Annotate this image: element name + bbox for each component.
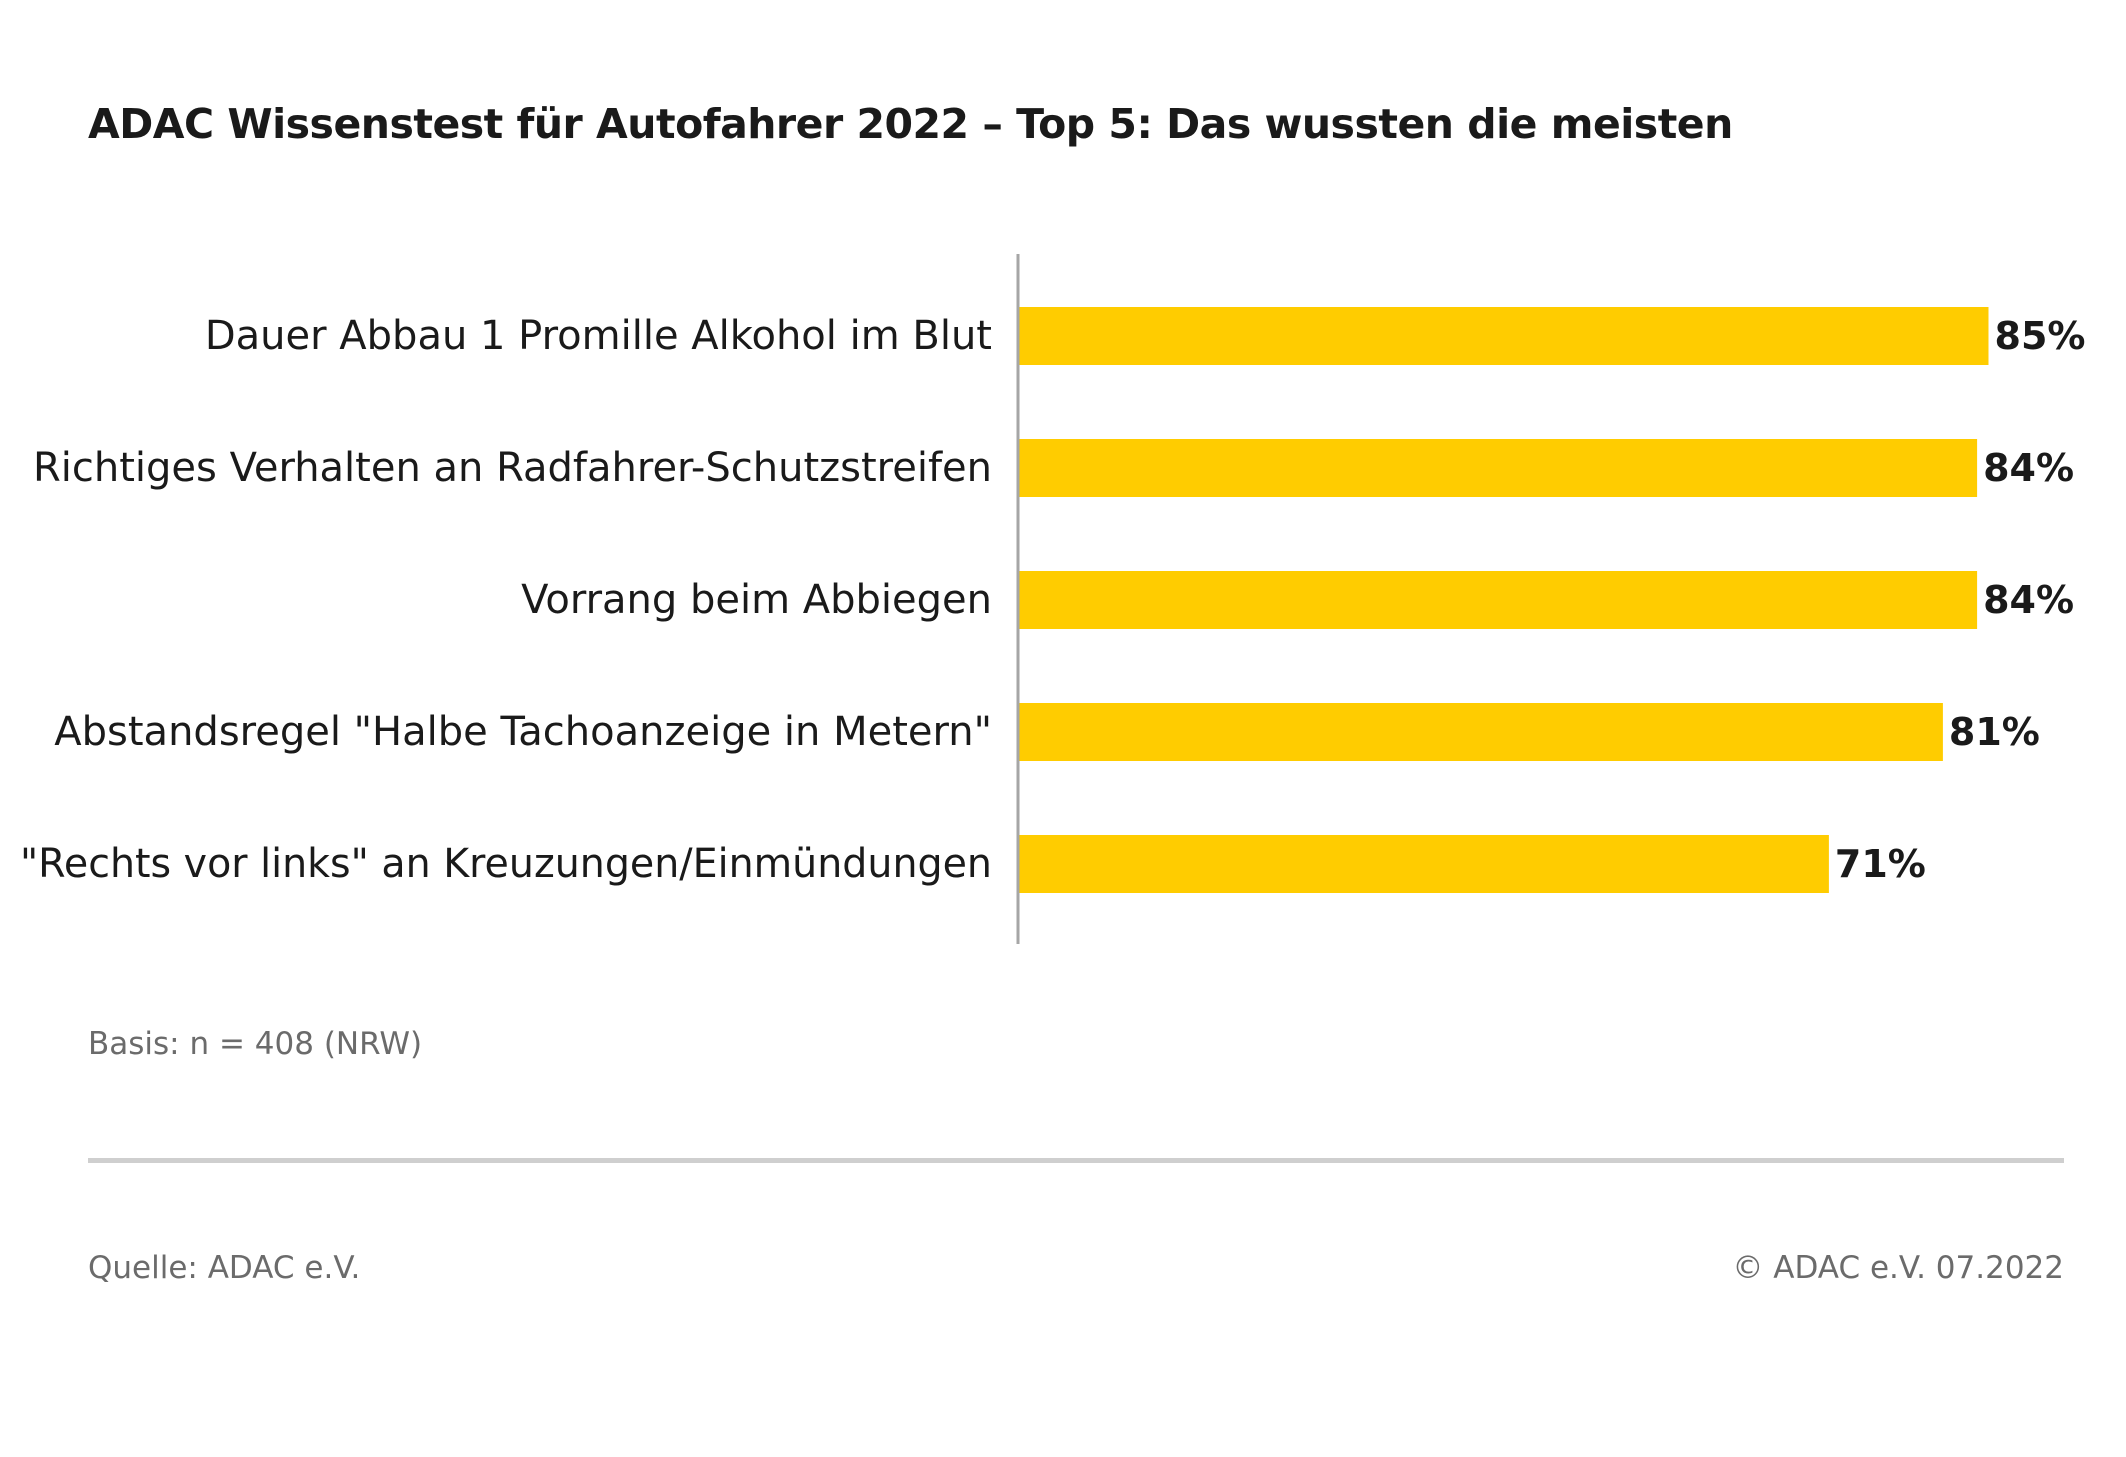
bar <box>1019 307 1989 365</box>
bar <box>1019 439 1978 497</box>
copyright-note: © ADAC e.V. 07.2022 <box>1732 1250 2064 1286</box>
value-label: 71% <box>1835 842 1926 886</box>
bar-chart: Dauer Abbau 1 Promille Alkohol im Blut 85… <box>20 254 2086 944</box>
category-label: Abstandsregel "Halbe Tachoanzeige in Met… <box>54 709 992 755</box>
value-label: 85% <box>1995 314 2086 358</box>
bar <box>1019 835 1829 893</box>
value-label: 84% <box>1983 446 2074 490</box>
bar <box>1019 571 1978 629</box>
value-label: 81% <box>1949 710 2040 754</box>
basis-note: Basis: n = 408 (NRW) <box>88 1026 423 1062</box>
chart-title: ADAC Wissenstest für Autofahrer 2022 – T… <box>88 100 1733 148</box>
category-label: Dauer Abbau 1 Promille Alkohol im Blut <box>205 313 992 359</box>
bar <box>1019 703 1943 761</box>
source-note: Quelle: ADAC e.V. <box>88 1250 361 1286</box>
category-label: Richtiges Verhalten an Radfahrer-Schutzs… <box>33 445 992 491</box>
divider <box>88 1158 2064 1163</box>
value-label: 84% <box>1983 578 2074 622</box>
category-label: "Rechts vor links" an Kreuzungen/Einmünd… <box>20 841 992 887</box>
category-label: Vorrang beim Abbiegen <box>521 577 992 623</box>
